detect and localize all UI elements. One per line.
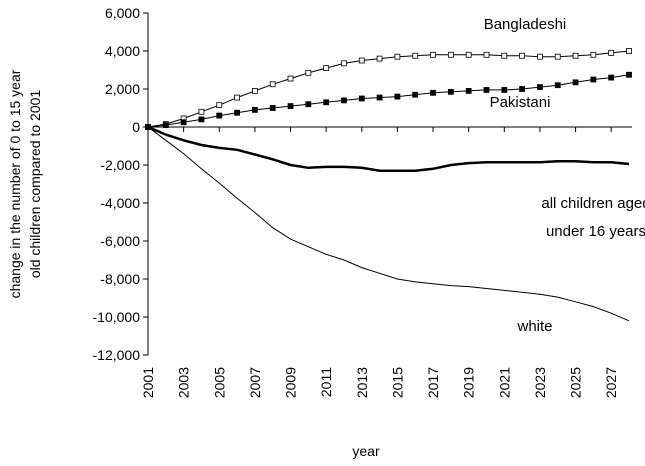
marker: [180, 119, 187, 126]
marker: [554, 53, 561, 60]
x-tick-label: 2001: [140, 367, 156, 398]
marker: [287, 75, 294, 82]
x-tick-label: 2023: [532, 367, 548, 398]
marker: [216, 112, 223, 119]
x-tick-label: 2025: [568, 367, 584, 398]
x-tick-label: 2021: [496, 367, 512, 398]
marker: [341, 60, 347, 67]
marker: [251, 107, 258, 113]
marker: [590, 76, 597, 83]
marker: [554, 82, 561, 89]
marker: [198, 116, 205, 123]
marker: [447, 51, 454, 58]
marker: [394, 93, 401, 100]
y-tick-label: 6,000: [105, 5, 140, 21]
x-tick-label: 2011: [318, 367, 334, 397]
marker: [358, 57, 365, 64]
marker: [305, 101, 312, 108]
marker: [234, 94, 240, 101]
marker: [430, 51, 436, 58]
marker: [323, 65, 330, 71]
marker: [590, 51, 597, 58]
marker: [358, 95, 365, 102]
y-tick-label: 2,000: [105, 81, 140, 97]
marker: [465, 88, 472, 94]
marker: [323, 99, 330, 106]
x-tick-label: 2027: [603, 367, 619, 398]
y-tick-label: -10,000: [93, 309, 141, 325]
x-tick-label: 2015: [389, 367, 405, 398]
marker: [412, 91, 419, 98]
marker: [483, 51, 490, 58]
x-tick-label: 2009: [283, 367, 299, 398]
y-axis-label: change in the number of 0 to 15 year: [7, 69, 23, 298]
x-tick-label: 2005: [211, 367, 227, 398]
marker: [216, 102, 223, 109]
marker: [519, 52, 526, 59]
y-tick-label: -4,000: [100, 195, 140, 211]
marker: [537, 84, 543, 90]
marker: [608, 74, 615, 81]
series-label: all children aged under 16 years: [541, 195, 645, 240]
series-line: [147, 126, 630, 322]
x-axis-label: year: [352, 443, 380, 459]
series-label-text: Bangladeshi: [483, 16, 567, 33]
marker: [626, 48, 632, 54]
series-label-text: Pakistani: [489, 94, 551, 111]
series-label: Pakistani: [489, 94, 551, 111]
marker: [430, 89, 436, 96]
marker: [572, 52, 579, 59]
y-tick-label: -8,000: [100, 271, 140, 287]
marker: [465, 51, 472, 58]
marker: [305, 69, 312, 76]
marker: [394, 53, 401, 60]
marker: [483, 87, 490, 93]
y-tick-label: -2,000: [100, 157, 140, 173]
marker: [341, 97, 347, 104]
x-tick-label: 2003: [176, 367, 192, 398]
y-tick-label: 0: [132, 119, 140, 135]
y-tick-label: -12,000: [93, 347, 141, 363]
marker: [269, 105, 276, 111]
marker: [537, 53, 543, 60]
marker: [198, 108, 205, 115]
series-line: [147, 74, 630, 128]
marker: [162, 122, 169, 128]
series-label-text: white: [517, 318, 553, 335]
marker: [501, 87, 508, 93]
marker: [376, 94, 383, 101]
marker: [251, 88, 258, 94]
marker: [572, 79, 579, 86]
series-line: [147, 125, 630, 172]
marker: [501, 52, 508, 59]
marker: [269, 81, 276, 88]
marker: [519, 86, 526, 92]
x-tick-label: 2019: [461, 367, 477, 398]
x-tick-label: 2017: [425, 367, 441, 398]
y-tick-label: -6,000: [100, 233, 140, 249]
marker: [626, 71, 632, 78]
marker: [376, 55, 383, 62]
series-label: Bangladeshi: [483, 16, 567, 33]
marker: [608, 50, 615, 56]
x-tick-label: 2007: [247, 367, 263, 398]
y-axis-label: old children compared to 2001: [27, 90, 43, 279]
marker: [412, 52, 419, 59]
marker: [287, 103, 294, 109]
series-label: white: [517, 318, 553, 335]
y-tick-label: 4,000: [105, 43, 140, 59]
marker: [234, 109, 240, 116]
series-label-text: all children aged under 16 years: [541, 195, 645, 240]
marker: [447, 88, 454, 95]
series-line: [147, 50, 630, 128]
x-tick-label: 2013: [354, 367, 370, 398]
